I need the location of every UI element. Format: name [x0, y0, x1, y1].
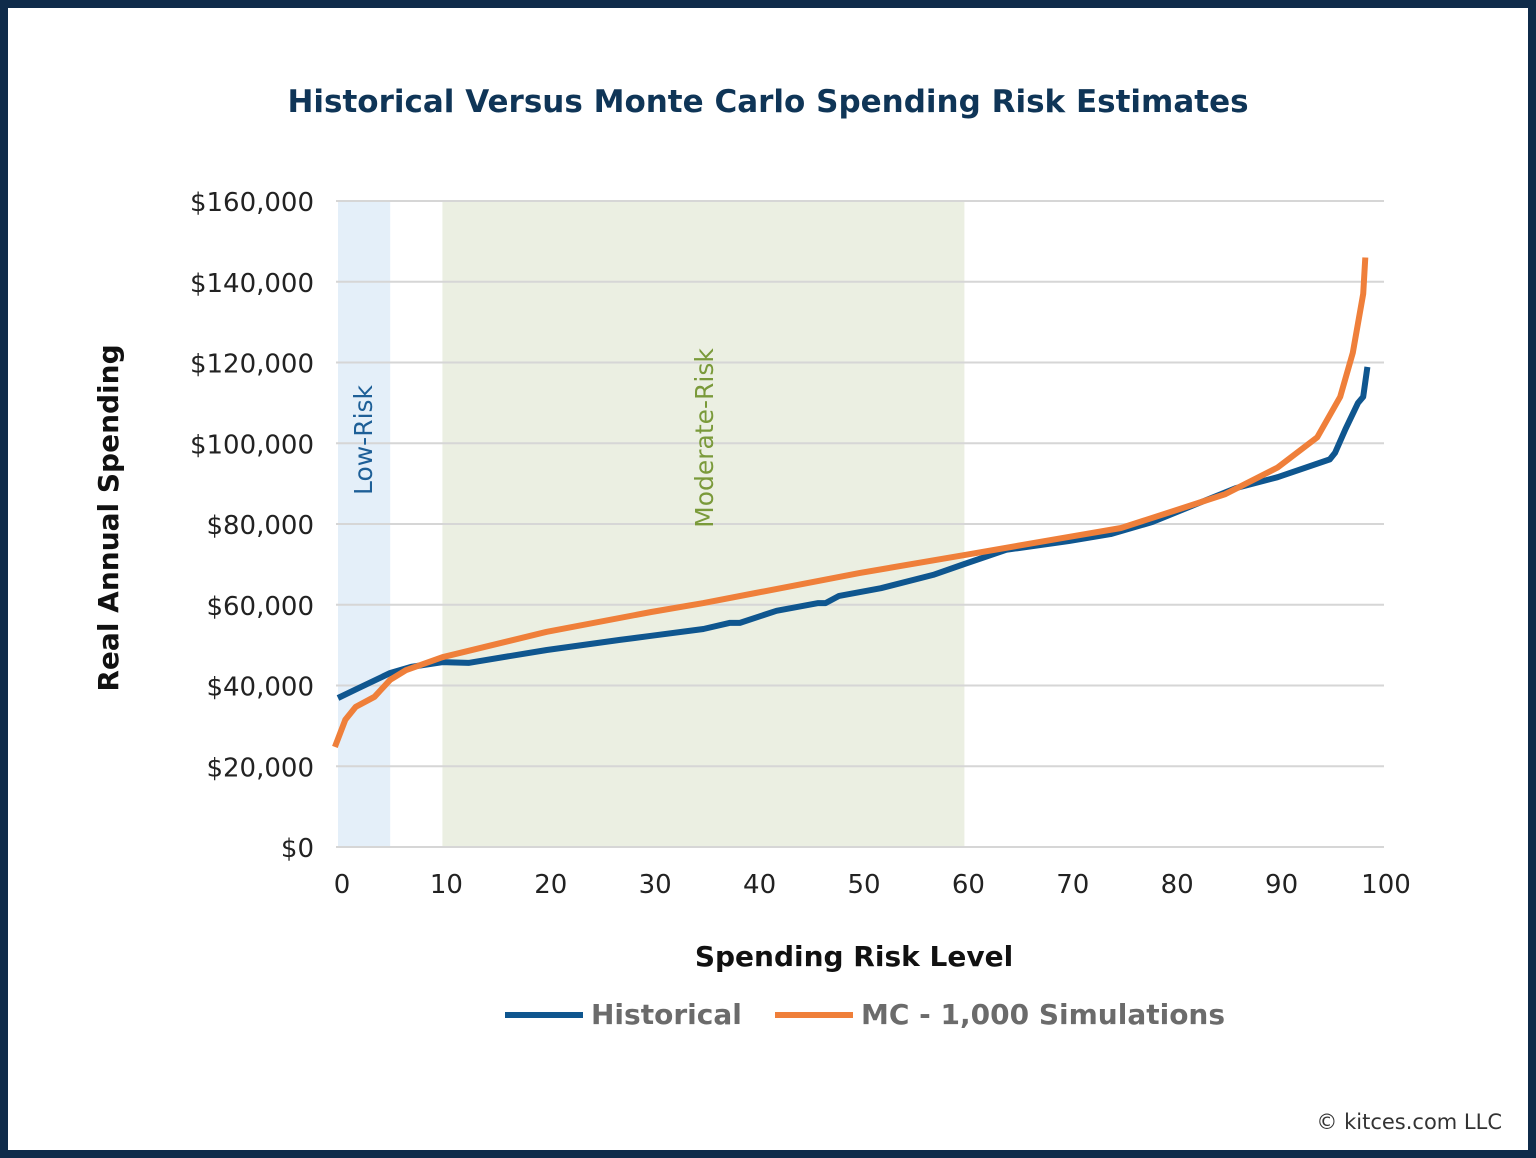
legend-swatch-mc — [775, 1011, 853, 1018]
x-tick-label: 40 — [743, 870, 776, 900]
x-tick-label: 0 — [334, 870, 351, 900]
legend: Historical MC - 1,000 Simulations — [0, 998, 1536, 1038]
x-tick-label: 100 — [1361, 870, 1411, 900]
x-tick-label: 20 — [534, 870, 567, 900]
y-tick-label: $100,000 — [190, 430, 314, 460]
y-tick-label: $160,000 — [190, 188, 314, 218]
y-tick-label: $140,000 — [190, 269, 314, 299]
y-tick-label: $0 — [281, 834, 314, 864]
y-tick-label: $120,000 — [190, 350, 314, 380]
x-tick-label: 10 — [430, 870, 463, 900]
x-axis-label: Spending Risk Level — [695, 940, 1013, 973]
legend-label-historical: Historical — [591, 998, 742, 1031]
legend-swatch-historical — [505, 1011, 583, 1018]
y-tick-label: $40,000 — [206, 673, 314, 703]
x-tick-label: 50 — [847, 870, 880, 900]
x-tick-label: 60 — [952, 870, 985, 900]
y-tick-label: $80,000 — [206, 511, 314, 541]
y-tick-label: $60,000 — [206, 592, 314, 622]
y-axis-label: Real Annual Spending — [92, 344, 125, 691]
legend-item-historical: Historical — [505, 998, 742, 1031]
x-tick-label: 80 — [1161, 870, 1194, 900]
credit: © kitces.com LLC — [1316, 1110, 1502, 1134]
x-tick-label: 30 — [639, 870, 672, 900]
legend-item-mc: MC - 1,000 Simulations — [775, 998, 1225, 1031]
band-label: Low-Risk — [349, 384, 378, 495]
chart-title: Historical Versus Monte Carlo Spending R… — [287, 84, 1249, 120]
y-tick-label: $20,000 — [206, 753, 314, 783]
series-line-mc — [332, 257, 1369, 748]
x-tick-label: 70 — [1056, 870, 1089, 900]
x-tick-label: 90 — [1265, 870, 1298, 900]
band-label: Moderate-Risk — [690, 348, 719, 528]
series-line-historical — [336, 366, 1371, 701]
legend-label-mc: MC - 1,000 Simulations — [861, 998, 1226, 1031]
